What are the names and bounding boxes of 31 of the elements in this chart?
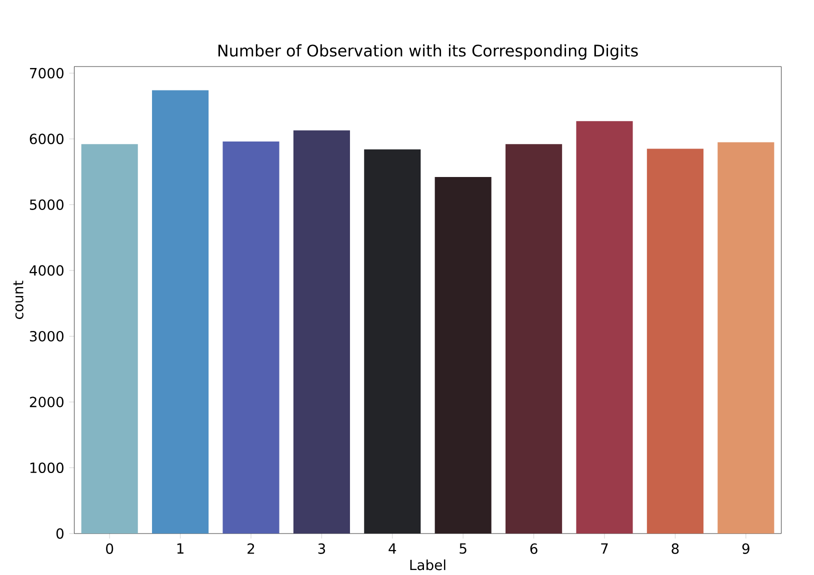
y-tick-label: 6000	[30, 134, 64, 144]
x-tick-label: 4	[388, 543, 396, 554]
x-axis-title: Label	[410, 559, 446, 570]
bar	[506, 144, 562, 534]
bar	[81, 144, 138, 534]
chart-title: Number of Observation with its Corresponding Digits	[218, 44, 638, 60]
y-tick-label: 5000	[30, 199, 64, 210]
x-tick-label: 3	[318, 543, 326, 554]
y-tick-label: 2000	[30, 396, 64, 408]
bar	[293, 130, 350, 534]
bar	[434, 177, 492, 534]
x-tick-label: 2	[248, 543, 254, 554]
y-tick-label: 1000	[30, 462, 64, 474]
bar	[222, 142, 280, 534]
y-axis-title: count	[13, 280, 24, 319]
y-tick-label: 3000	[30, 330, 64, 342]
bar	[718, 142, 774, 534]
x-tick-label: 8	[672, 543, 679, 554]
bar	[364, 149, 421, 534]
bar	[646, 148, 704, 534]
x-tick-label: 5	[460, 543, 466, 554]
y-tick-label: 7000	[30, 68, 64, 78]
bar	[152, 90, 209, 534]
y-tick-label: 0	[56, 528, 64, 539]
x-tick-label: 7	[601, 543, 608, 554]
x-tick-label: 0	[106, 543, 114, 554]
x-tick-label: 6	[530, 543, 538, 554]
bar	[576, 121, 633, 534]
x-tick-label: 9	[742, 543, 750, 554]
y-tick-label: 4000	[30, 265, 64, 276]
x-tick-label: 1	[177, 543, 184, 554]
